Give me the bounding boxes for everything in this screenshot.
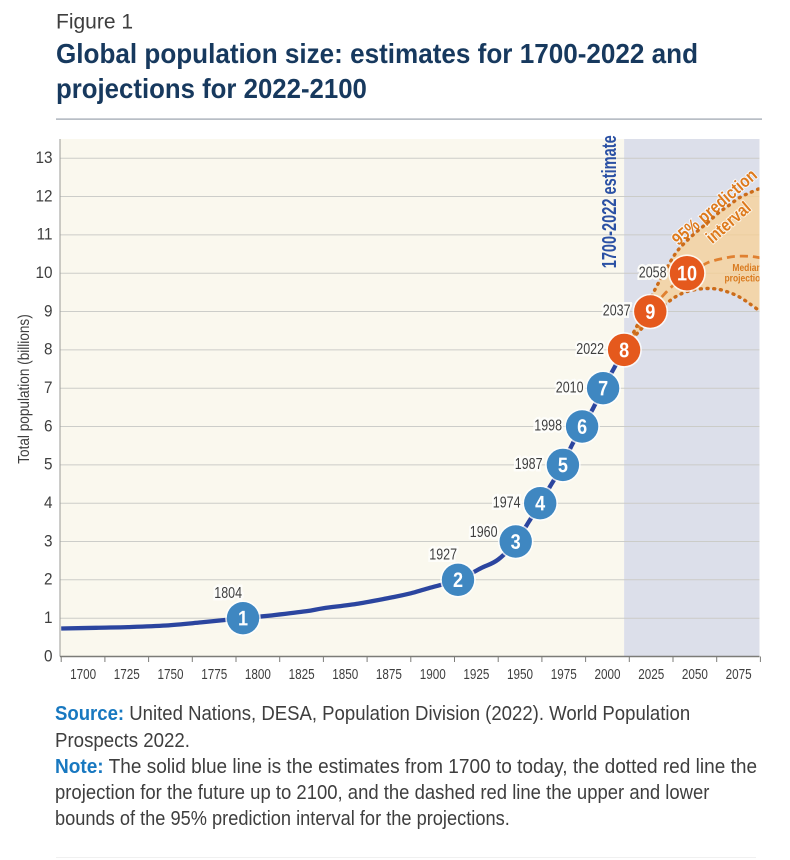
svg-text:2000: 2000 [594, 665, 620, 682]
svg-text:1750: 1750 [157, 665, 183, 682]
svg-text:2075: 2075 [726, 665, 752, 682]
svg-text:1950: 1950 [507, 665, 533, 682]
svg-text:1974: 1974 [493, 494, 521, 512]
svg-text:1: 1 [238, 607, 248, 631]
svg-text:10: 10 [35, 263, 52, 282]
svg-text:6: 6 [44, 417, 53, 436]
svg-text:1925: 1925 [463, 665, 489, 682]
svg-text:2022: 2022 [576, 341, 604, 359]
svg-text:10: 10 [677, 262, 697, 286]
svg-text:8: 8 [44, 340, 53, 359]
svg-text:1775: 1775 [201, 665, 227, 682]
svg-text:1: 1 [44, 608, 53, 627]
svg-text:5: 5 [44, 455, 53, 474]
svg-text:0: 0 [44, 647, 53, 666]
svg-text:2037: 2037 [603, 302, 631, 320]
svg-text:1987: 1987 [515, 456, 543, 474]
svg-text:1975: 1975 [551, 665, 577, 682]
svg-text:6: 6 [577, 415, 587, 439]
svg-text:1875: 1875 [376, 665, 402, 682]
svg-text:7: 7 [44, 378, 53, 397]
svg-text:5: 5 [558, 454, 568, 478]
svg-text:9: 9 [44, 302, 53, 321]
svg-text:1850: 1850 [332, 665, 358, 682]
svg-text:3: 3 [44, 532, 53, 551]
svg-text:7: 7 [598, 377, 608, 401]
svg-text:4: 4 [44, 493, 53, 512]
svg-text:1900: 1900 [420, 665, 446, 682]
svg-text:12: 12 [35, 187, 52, 206]
svg-text:8: 8 [619, 339, 629, 363]
svg-text:4: 4 [535, 492, 545, 516]
svg-text:Global population size: estima: Global population size: estimates for 17… [56, 38, 698, 69]
svg-text:2050: 2050 [682, 665, 708, 682]
svg-text:1960: 1960 [470, 524, 498, 542]
svg-text:2: 2 [44, 570, 53, 589]
svg-text:1700: 1700 [70, 665, 96, 682]
svg-text:2: 2 [453, 569, 463, 593]
svg-text:1998: 1998 [534, 417, 562, 435]
svg-text:2058: 2058 [639, 264, 667, 282]
svg-text:1927: 1927 [429, 546, 457, 564]
svg-text:13: 13 [35, 148, 52, 167]
svg-text:1825: 1825 [289, 665, 315, 682]
svg-text:2010: 2010 [556, 379, 584, 397]
svg-text:3: 3 [511, 530, 521, 554]
svg-text:Figure 1: Figure 1 [56, 11, 133, 34]
svg-text:projections for 2022-2100: projections for 2022-2100 [56, 73, 367, 104]
svg-text:Median: Median [732, 262, 762, 273]
svg-text:1725: 1725 [114, 665, 140, 682]
svg-text:Total population (billions): Total population (billions) [16, 314, 33, 464]
svg-text:1700-2022 estimate: 1700-2022 estimate [598, 135, 621, 268]
svg-text:11: 11 [37, 225, 53, 244]
svg-text:projection: projection [724, 273, 765, 284]
svg-text:1800: 1800 [245, 665, 271, 682]
svg-text:1804: 1804 [214, 585, 242, 603]
svg-text:2025: 2025 [638, 665, 664, 682]
svg-text:9: 9 [645, 300, 655, 324]
